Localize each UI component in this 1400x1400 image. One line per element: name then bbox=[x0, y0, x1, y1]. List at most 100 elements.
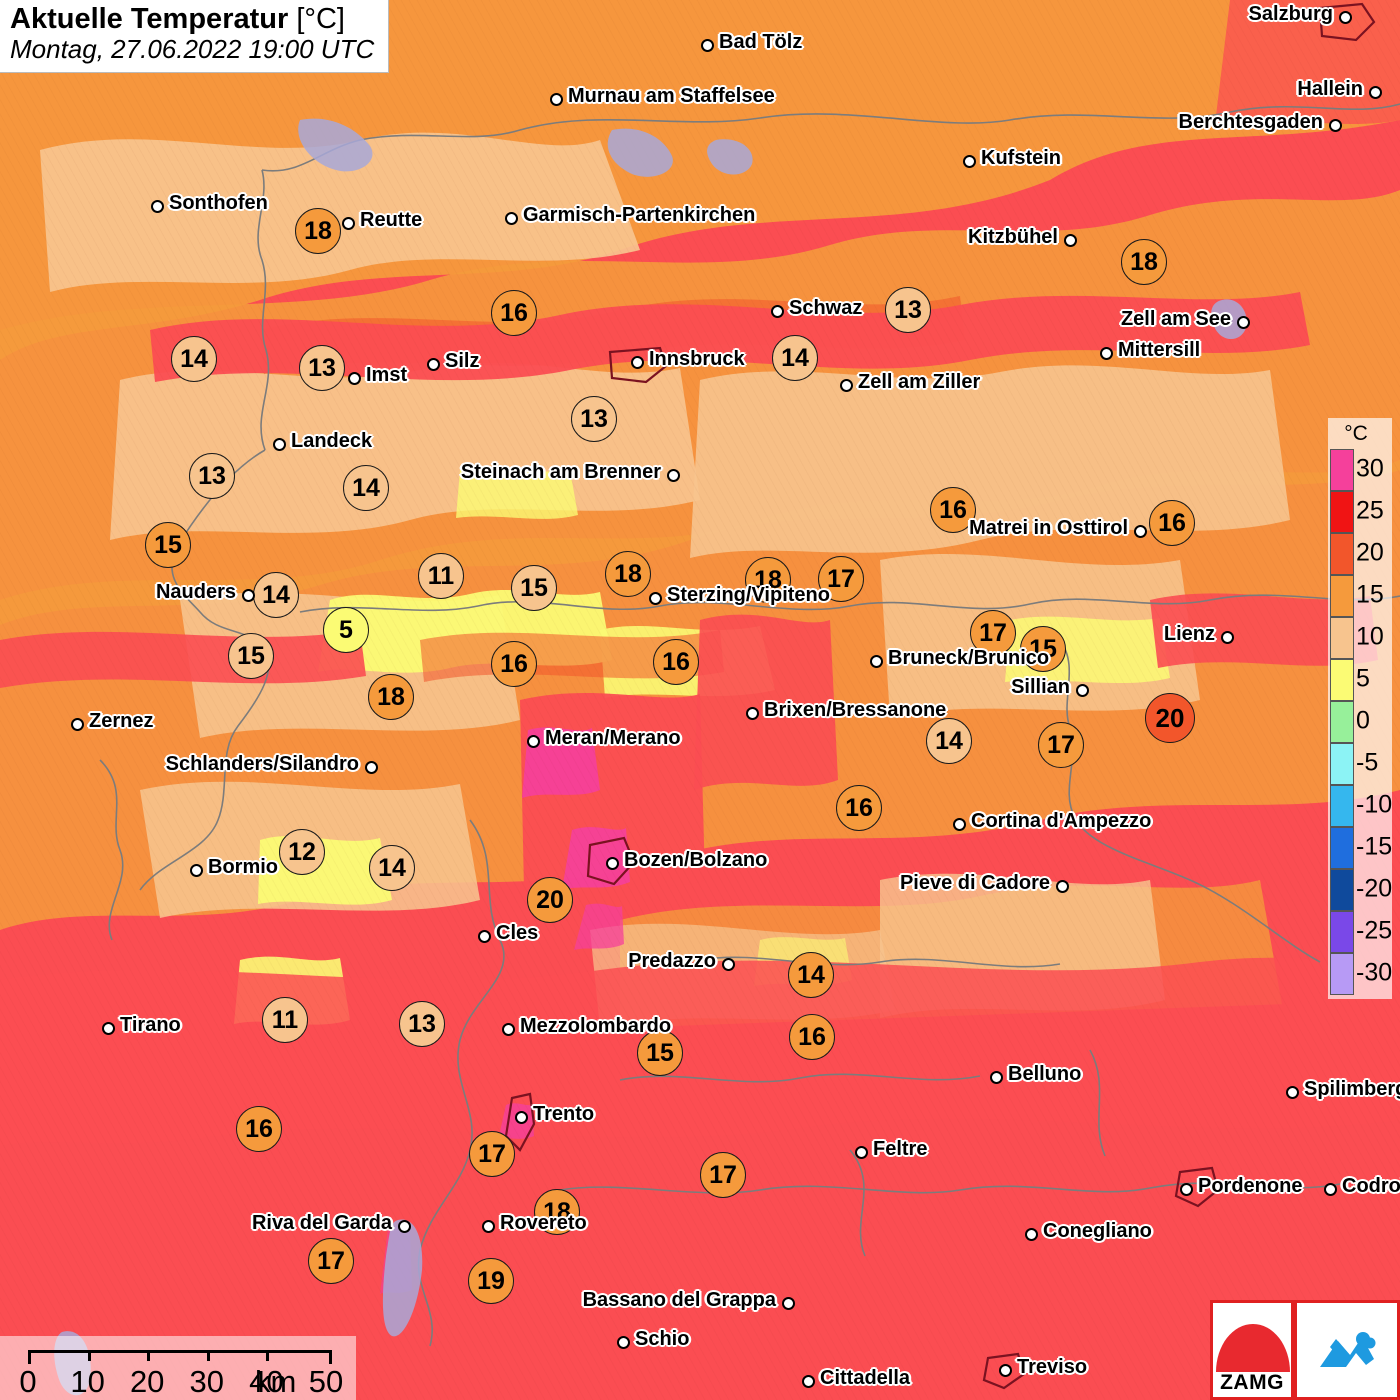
scale-bar-unit: km bbox=[255, 1364, 297, 1399]
city-dot-icon bbox=[721, 957, 735, 971]
station-temperature-marker[interactable]: 5 bbox=[323, 607, 369, 653]
city-dot-icon bbox=[770, 304, 784, 318]
city-label: Steinach am Brenner bbox=[460, 461, 661, 483]
station-temperature-marker[interactable]: 11 bbox=[262, 997, 308, 1043]
station-temperature-marker[interactable]: 14 bbox=[369, 845, 415, 891]
city-dot-icon bbox=[989, 1070, 1003, 1084]
station-temperature-marker[interactable]: 16 bbox=[491, 290, 537, 336]
city-dot-icon bbox=[397, 1219, 411, 1233]
city-label: Schwaz bbox=[789, 297, 863, 319]
station-temperature-marker[interactable]: 20 bbox=[527, 877, 573, 923]
city-label: Cittadella bbox=[820, 1367, 911, 1389]
city-dot-icon bbox=[616, 1335, 630, 1349]
legend-row: -10 bbox=[1328, 785, 1392, 827]
city-label: Kufstein bbox=[981, 147, 1061, 169]
station-temperature-marker[interactable]: 17 bbox=[970, 610, 1016, 656]
station-temperature-marker[interactable]: 16 bbox=[1149, 500, 1195, 546]
city-label: Kitzbühel bbox=[968, 226, 1058, 248]
legend-tick-label: -5 bbox=[1356, 748, 1379, 777]
station-temperature-marker[interactable]: 16 bbox=[236, 1106, 282, 1152]
station-temperature-marker[interactable]: 11 bbox=[418, 553, 464, 599]
city-dot-icon bbox=[514, 1110, 528, 1124]
city-dot-icon bbox=[781, 1296, 795, 1310]
scale-tick-label: 10 bbox=[70, 1364, 105, 1399]
station-temperature-marker[interactable]: 15 bbox=[145, 522, 191, 568]
city-dot-icon bbox=[962, 154, 976, 168]
station-temperature-marker[interactable]: 17 bbox=[818, 556, 864, 602]
station-temperature-marker[interactable]: 20 bbox=[1145, 693, 1195, 743]
station-temperature-marker[interactable]: 14 bbox=[772, 335, 818, 381]
legend-swatch bbox=[1330, 701, 1354, 743]
station-temperature-marker[interactable]: 13 bbox=[189, 453, 235, 499]
city-label: Matrei in Osttirol bbox=[969, 517, 1128, 539]
scale-tick-label: 30 bbox=[189, 1364, 225, 1399]
city-label: Pieve di Cadore bbox=[899, 872, 1050, 894]
station-temperature-marker[interactable]: 12 bbox=[279, 829, 325, 875]
station-temperature-marker[interactable]: 14 bbox=[788, 952, 834, 998]
station-temperature-marker[interactable]: 14 bbox=[171, 336, 217, 382]
city-dot-icon bbox=[1055, 879, 1069, 893]
station-temperature-marker[interactable]: 14 bbox=[926, 718, 972, 764]
legend-row: 0 bbox=[1328, 701, 1392, 743]
station-temperature-marker[interactable]: 18 bbox=[534, 1189, 580, 1235]
city-dot-icon bbox=[1236, 315, 1250, 329]
city-label: Spilimbergo bbox=[1304, 1078, 1400, 1100]
legend-row: -20 bbox=[1328, 869, 1392, 911]
legend-row: 15 bbox=[1328, 575, 1392, 617]
scale-tick bbox=[266, 1350, 270, 1361]
city-dot-icon bbox=[605, 856, 619, 870]
city-label: Sonthofen bbox=[169, 192, 268, 214]
station-temperature-marker[interactable]: 16 bbox=[930, 487, 976, 533]
city-dot-icon bbox=[1323, 1182, 1337, 1196]
station-temperature-marker[interactable]: 16 bbox=[836, 785, 882, 831]
station-temperature-marker[interactable]: 15 bbox=[1020, 626, 1066, 672]
station-temperature-marker[interactable]: 18 bbox=[1121, 239, 1167, 285]
legend-swatch bbox=[1330, 827, 1354, 869]
city-label: Cles bbox=[496, 922, 539, 944]
city-dot-icon bbox=[1220, 630, 1234, 644]
station-temperature-marker[interactable]: 17 bbox=[308, 1238, 354, 1284]
station-temperature-marker[interactable]: 18 bbox=[368, 674, 414, 720]
station-temperature-marker[interactable]: 18 bbox=[295, 208, 341, 254]
geosphere-logo bbox=[1294, 1300, 1400, 1400]
city-label: Innsbruck bbox=[649, 348, 745, 370]
station-temperature-marker[interactable]: 15 bbox=[228, 633, 274, 679]
city-dot-icon bbox=[952, 817, 966, 831]
station-temperature-marker[interactable]: 14 bbox=[253, 572, 299, 618]
legend-swatch bbox=[1330, 911, 1354, 953]
station-temperature-marker[interactable]: 16 bbox=[789, 1014, 835, 1060]
city-label: Sterzing/Vipiteno bbox=[667, 584, 830, 606]
station-temperature-marker[interactable]: 19 bbox=[468, 1258, 514, 1304]
station-temperature-marker[interactable]: 13 bbox=[299, 345, 345, 391]
station-temperature-marker[interactable]: 16 bbox=[491, 641, 537, 687]
city-dot-icon bbox=[481, 1219, 495, 1233]
city-dot-icon bbox=[347, 371, 361, 385]
legend-row: -30 bbox=[1328, 953, 1392, 995]
city-label: Schlanders/Silandro bbox=[165, 753, 359, 775]
station-temperature-marker[interactable]: 17 bbox=[469, 1131, 515, 1177]
city-dot-icon bbox=[341, 216, 355, 230]
city-label: Nauders bbox=[155, 581, 236, 603]
station-temperature-marker[interactable]: 18 bbox=[605, 551, 651, 597]
legend-tick-label: 5 bbox=[1356, 664, 1370, 693]
station-temperature-marker[interactable]: 13 bbox=[399, 1001, 445, 1047]
city-dot-icon bbox=[101, 1021, 115, 1035]
city-dot-icon bbox=[666, 468, 680, 482]
city-label: Mezzolombardo bbox=[520, 1015, 672, 1037]
legend-tick-label: -20 bbox=[1356, 874, 1393, 903]
map-title-box: Aktuelle Temperatur [°C] Montag, 27.06.2… bbox=[0, 0, 390, 74]
station-temperature-marker[interactable]: 15 bbox=[511, 565, 557, 611]
city-dot-icon bbox=[504, 211, 518, 225]
station-temperature-marker[interactable]: 14 bbox=[343, 465, 389, 511]
scale-bar-line bbox=[28, 1350, 332, 1364]
station-temperature-marker[interactable]: 15 bbox=[637, 1030, 683, 1076]
station-temperature-marker[interactable]: 17 bbox=[1038, 722, 1084, 768]
station-temperature-marker[interactable]: 13 bbox=[885, 287, 931, 333]
station-temperature-marker[interactable]: 17 bbox=[700, 1152, 746, 1198]
city-label: Pordenone bbox=[1198, 1175, 1303, 1197]
station-temperature-marker[interactable]: 13 bbox=[571, 396, 617, 442]
legend-swatch bbox=[1330, 449, 1354, 491]
scale-tick-label: 40 bbox=[249, 1364, 284, 1399]
station-temperature-marker[interactable]: 16 bbox=[653, 639, 699, 685]
